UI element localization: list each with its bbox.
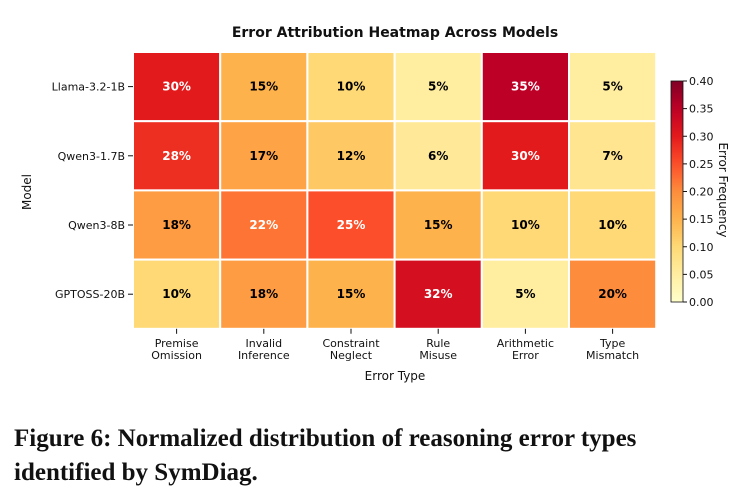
y-tick-label: Llama-3.2-1B <box>52 81 125 94</box>
cell-value-label: 32% <box>424 287 453 301</box>
x-tick-label: Invalid Inference <box>238 337 290 362</box>
x-tick-label: Type Mismatch <box>586 337 639 362</box>
heatmap-cell <box>568 258 658 330</box>
heatmap-cell <box>219 120 309 192</box>
colorbar-gradient <box>670 80 684 303</box>
cell-value-label: 5% <box>515 287 535 301</box>
heatmap-cell <box>306 51 396 123</box>
heatmap-cell <box>132 258 222 330</box>
cell-value-label: 18% <box>249 287 278 301</box>
cell-value-label: 30% <box>162 80 191 94</box>
heatmap-cell <box>568 51 658 123</box>
y-tick-labels: Llama-3.2-1B Qwen3-1.7B Qwen3-8B GPTOSS-20B <box>52 81 133 301</box>
colorbar-tick-label: 0.35 <box>689 103 714 116</box>
x-tick-label: Constraint Neglect <box>322 337 380 362</box>
cell-value-label: 7% <box>602 149 622 163</box>
heatmap-cell <box>393 189 483 261</box>
x-tick-labels: Premise Omission Invalid Inference Constrain… <box>151 328 639 362</box>
cell-value-label: 10% <box>337 80 366 94</box>
cell-value-label: 17% <box>249 149 278 163</box>
heatmap-cells: 30% 15% 10% 5% 35% 5% 28% 17% 12% 6% 30% 7% 18% 22% 25… <box>132 51 658 330</box>
heatmap-cell <box>480 120 570 192</box>
heatmap-cell <box>480 189 570 261</box>
cell-value-label: 15% <box>249 80 278 94</box>
heatmap-cell <box>480 51 570 123</box>
cell-value-label: 10% <box>511 218 540 232</box>
heatmap-cell <box>306 258 396 330</box>
y-tick-label: Qwen3-1.7B <box>58 150 125 163</box>
cell-value-label: 6% <box>428 149 448 163</box>
heatmap-cell <box>219 189 309 261</box>
cell-value-label: 15% <box>337 287 366 301</box>
colorbar-label: Error Frequency <box>716 142 730 237</box>
heatmap-cell <box>568 120 658 192</box>
cell-value-label: 25% <box>337 218 366 232</box>
x-axis-label: Error Type <box>365 369 426 383</box>
y-axis-label: Model <box>20 174 34 210</box>
heatmap-cell <box>393 258 483 330</box>
cell-value-label: 30% <box>511 149 540 163</box>
heatmap-cell <box>568 189 658 261</box>
cell-value-label: 10% <box>162 287 191 301</box>
cell-value-label: 35% <box>511 80 540 94</box>
colorbar-tick-label: 0.05 <box>689 268 714 281</box>
x-tick-label: Arithmetic Error <box>497 337 554 362</box>
y-tick-label: GPTOSS-20B <box>55 288 125 301</box>
colorbar-tick-label: 0.15 <box>689 213 714 226</box>
cell-value-label: 12% <box>337 149 366 163</box>
colorbar-tick-label: 0.30 <box>689 130 714 143</box>
y-tick-label: Qwen3-8B <box>68 219 125 232</box>
cell-value-label: 22% <box>249 218 278 232</box>
colorbar-tick-label: 0.40 <box>689 75 714 88</box>
cell-value-label: 28% <box>162 149 191 163</box>
colorbar-tick-label: 0.25 <box>689 158 714 171</box>
cell-value-label: 15% <box>424 218 453 232</box>
colorbar-tick-label: 0.10 <box>689 241 714 254</box>
colorbar-tick-label: 0.00 <box>689 296 714 309</box>
x-tick-label: Premise Omission <box>151 337 202 362</box>
cell-value-label: 5% <box>428 80 448 94</box>
colorbar-tick-label: 0.20 <box>689 186 714 199</box>
x-tick-label: Rule Misuse <box>419 337 457 362</box>
colorbar: 0.00 0.05 0.10 0.15 0.20 0.25 0.30 0.35 0.40 <box>670 75 714 309</box>
cell-value-label: 5% <box>602 80 622 94</box>
cell-value-label: 10% <box>598 218 627 232</box>
cell-value-label: 18% <box>162 218 191 232</box>
figure-caption: Figure 6: Normalized distribution of rea… <box>14 425 637 486</box>
chart-title: Error Attribution Heatmap Across Models <box>232 25 558 41</box>
cell-value-label: 20% <box>598 287 627 301</box>
heatmap-cell <box>306 189 396 261</box>
heatmap-cell <box>306 120 396 192</box>
